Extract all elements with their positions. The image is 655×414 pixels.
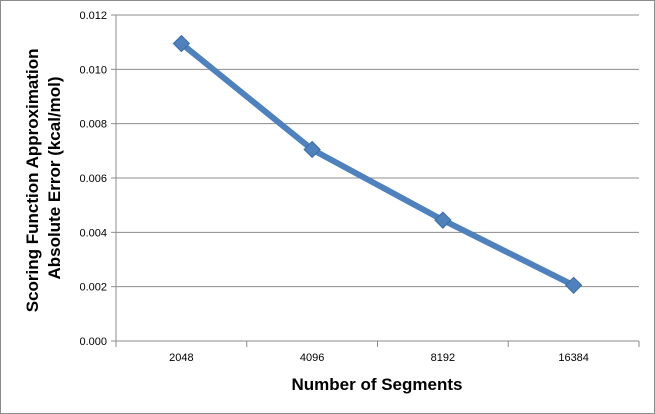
y-tick-label: 0.000 xyxy=(79,336,107,348)
data-point-marker xyxy=(564,276,583,295)
x-axis-title: Number of Segments xyxy=(292,375,463,394)
x-tick-labels: 2048 4096 8192 16384 xyxy=(169,352,589,364)
series-group xyxy=(172,34,583,295)
y-tick-label: 0.010 xyxy=(79,64,107,76)
data-point-marker xyxy=(172,34,191,53)
x-tick-label: 16384 xyxy=(558,352,589,364)
y-axis-title-line-2: Absolute Error (kcal/mol) xyxy=(45,76,64,279)
series-line xyxy=(178,40,577,289)
x-tick-label: 4096 xyxy=(300,352,324,364)
gridlines xyxy=(116,14,639,288)
y-axis-title: Scoring Function Approximation Absolute … xyxy=(23,44,64,313)
x-tick-label: 2048 xyxy=(169,352,193,364)
y-tick-label: 0.004 xyxy=(79,227,107,239)
y-tick-label: 0.006 xyxy=(79,173,107,185)
y-tick-label: 0.002 xyxy=(79,282,107,294)
y-tick-label: 0.012 xyxy=(79,10,107,22)
axes xyxy=(111,14,640,347)
y-tick-labels: 0.000 0.002 0.004 0.006 0.008 0.010 0.012 xyxy=(79,10,107,348)
y-tick-label: 0.008 xyxy=(79,119,107,131)
data-point-marker xyxy=(303,140,321,159)
y-axis-title-line-1: Scoring Function Approximation xyxy=(23,48,42,312)
data-point-marker xyxy=(434,211,452,229)
x-tick-label: 8192 xyxy=(431,352,455,364)
